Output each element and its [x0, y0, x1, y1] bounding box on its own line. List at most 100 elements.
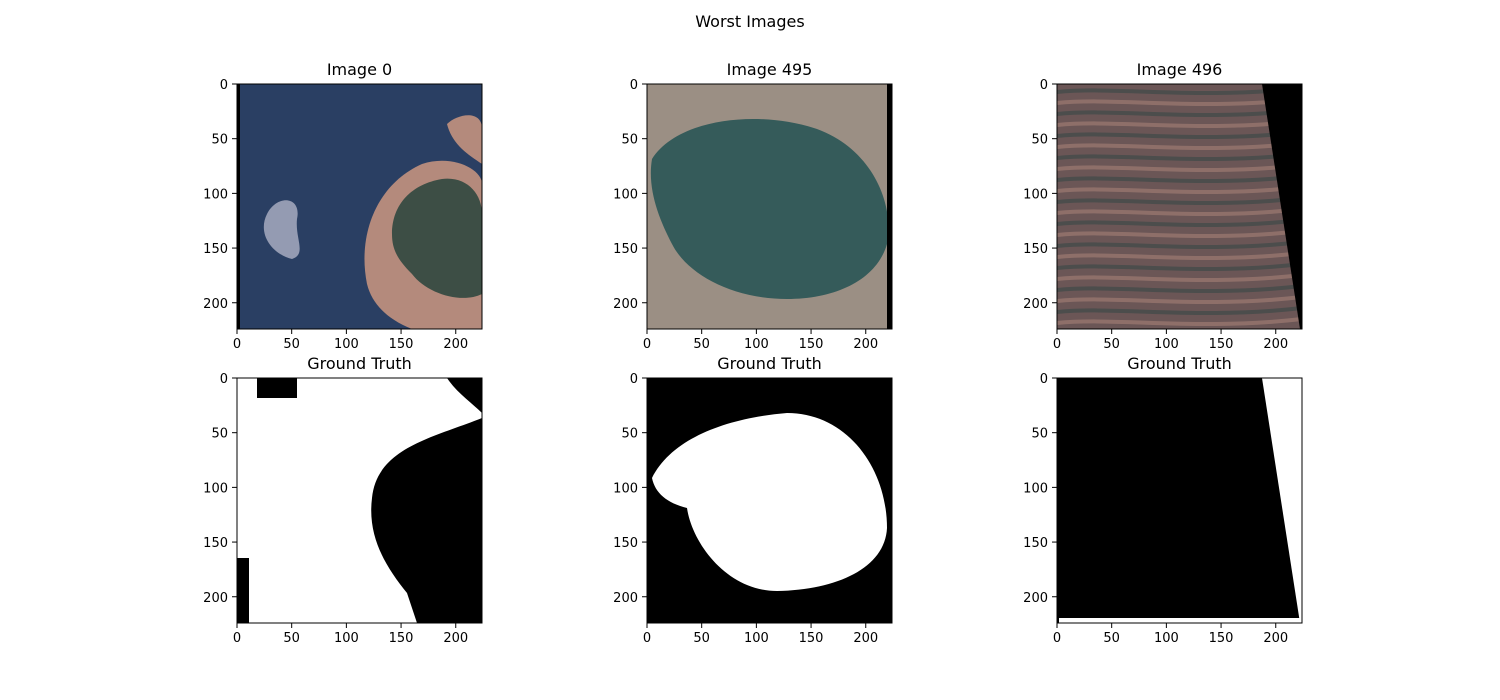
x-tick-label: 150: [1209, 631, 1234, 646]
x-tick-label: 50: [283, 631, 300, 646]
edge-strip: [887, 84, 892, 329]
panel-image: [647, 84, 892, 329]
y-tick-label: 0: [630, 372, 638, 387]
x-tick-label: 50: [693, 337, 710, 352]
x-tick-label: 100: [744, 337, 769, 352]
terrain-streak: [1057, 306, 1302, 316]
x-tick-label: 0: [1053, 631, 1061, 646]
lake: [650, 119, 889, 299]
y-tick-label: 100: [203, 187, 228, 202]
x-tick-label: 200: [853, 337, 878, 352]
x-tick-label: 100: [334, 337, 359, 352]
terrain-streak: [1057, 163, 1302, 173]
x-tick-label: 200: [443, 337, 468, 352]
mask-white-wedge: [1262, 378, 1302, 623]
upper-shore: [447, 115, 482, 164]
y-tick-label: 0: [220, 372, 228, 387]
panel-image: [237, 378, 482, 623]
mask-white-region: [652, 413, 887, 591]
terrain-streak: [1057, 262, 1302, 272]
panel-image: [237, 84, 482, 329]
x-tick-label: 150: [389, 631, 414, 646]
x-tick-label: 100: [334, 631, 359, 646]
x-tick-label: 200: [1263, 631, 1288, 646]
y-tick-label: 200: [203, 297, 228, 312]
y-tick-label: 50: [1031, 133, 1048, 148]
y-tick-label: 50: [1031, 427, 1048, 442]
panel-image: [1057, 378, 1302, 623]
x-tick-label: 50: [283, 337, 300, 352]
x-tick-label: 0: [233, 631, 241, 646]
panel-frame: [236, 83, 483, 330]
panel-frame: [646, 83, 893, 330]
terrain-streak: [1057, 185, 1302, 195]
x-tick-label: 0: [1053, 337, 1061, 352]
x-tick-label: 100: [744, 631, 769, 646]
y-tick-label: 0: [1040, 372, 1048, 387]
panel-5: Ground Truth 0 50 100 150 200 0 50 100 150 200: [1023, 354, 1303, 646]
y-tick-label: 100: [1023, 481, 1048, 496]
terrain-streak: [1057, 273, 1302, 283]
x-tick-label: 150: [799, 337, 824, 352]
y-tick-label: 150: [1023, 242, 1048, 257]
x-tick-label: 100: [1154, 631, 1179, 646]
edge-strip: [237, 84, 240, 329]
panel-grid: Image 0 0 50 100 150 200 0 50 100 150 200 Image 495…: [203, 60, 1303, 646]
x-tick-label: 200: [1263, 337, 1288, 352]
panel-frame: [236, 377, 483, 624]
panel-image: [1057, 84, 1302, 329]
terrain-streak: [1057, 141, 1302, 151]
mask-white-bottom: [1059, 618, 1300, 623]
terrain-streak: [1057, 119, 1302, 129]
terrain-streak: [1057, 108, 1302, 118]
panel-2: Image 496 0 50 100 150 200 0 50 100 150 200: [1023, 60, 1303, 352]
y-tick-label: 200: [613, 591, 638, 606]
cloud: [263, 200, 300, 259]
x-tick-label: 50: [693, 631, 710, 646]
mask-black-top: [257, 378, 297, 398]
y-tick-label: 200: [1023, 591, 1048, 606]
terrain-streak: [1057, 295, 1302, 305]
mask-black-region: [1057, 378, 1302, 623]
y-tick-label: 150: [613, 242, 638, 257]
y-tick-label: 50: [211, 133, 228, 148]
terrain-streak: [1057, 240, 1302, 250]
forest-region: [392, 178, 482, 298]
terrain-streak: [1057, 130, 1302, 140]
x-tick-label: 0: [643, 337, 651, 352]
terrain-streak: [1057, 97, 1302, 107]
panel-4: Ground Truth 0 50 100 150 200 0 50 100 150 200: [613, 354, 893, 646]
mask-black-left: [237, 558, 249, 623]
x-tick-label: 150: [799, 631, 824, 646]
panel-title: Ground Truth: [717, 354, 822, 373]
x-tick-label: 0: [233, 337, 241, 352]
figure-title: Worst Images: [695, 12, 804, 31]
y-tick-label: 0: [220, 78, 228, 93]
x-tick-label: 50: [1103, 631, 1120, 646]
y-tick-label: 150: [203, 536, 228, 551]
y-tick-label: 200: [613, 297, 638, 312]
y-tick-label: 100: [203, 481, 228, 496]
panel-title: Image 495: [727, 60, 813, 79]
panel-frame: [1056, 83, 1303, 330]
x-tick-label: 100: [1154, 337, 1179, 352]
y-tick-label: 50: [211, 427, 228, 442]
x-tick-label: 150: [389, 337, 414, 352]
y-tick-label: 100: [613, 481, 638, 496]
panel-frame: [646, 377, 893, 624]
y-tick-label: 0: [630, 78, 638, 93]
terrain-streak: [1057, 284, 1302, 294]
x-tick-label: 50: [1103, 337, 1120, 352]
panel-title: Image 0: [327, 60, 392, 79]
y-tick-label: 200: [203, 591, 228, 606]
y-tick-label: 50: [621, 427, 638, 442]
terrain-streak: [1057, 317, 1302, 327]
panel-title: Ground Truth: [1127, 354, 1232, 373]
y-tick-label: 150: [1023, 536, 1048, 551]
x-tick-label: 150: [1209, 337, 1234, 352]
panel-3: Ground Truth 0 50 100 150 200 0 50 100 150 200: [203, 354, 483, 646]
panel-title: Image 496: [1137, 60, 1223, 79]
mask-black-corner: [447, 378, 482, 413]
y-tick-label: 150: [613, 536, 638, 551]
